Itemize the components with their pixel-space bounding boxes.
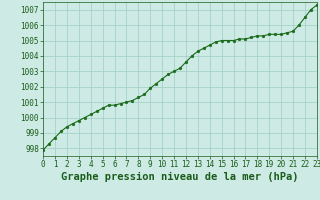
X-axis label: Graphe pression niveau de la mer (hPa): Graphe pression niveau de la mer (hPa)	[61, 172, 299, 182]
